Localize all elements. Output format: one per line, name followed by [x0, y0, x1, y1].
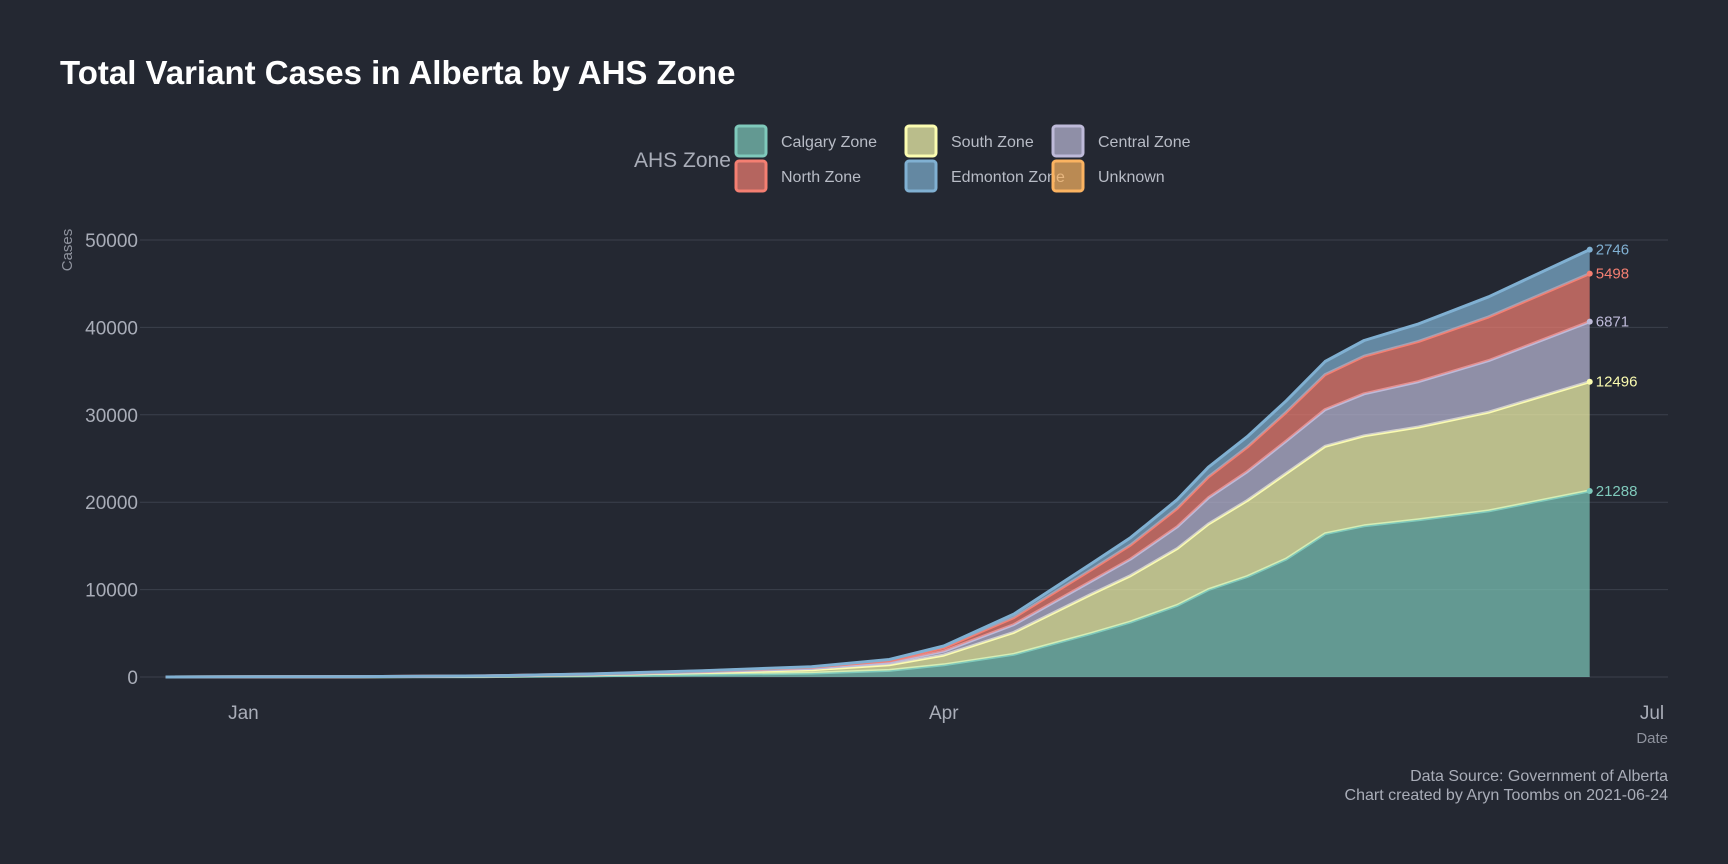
legend-swatch: [734, 124, 768, 158]
y-tick-label: 30000: [85, 406, 138, 427]
x-tick-label: Jan: [228, 703, 259, 724]
end-point: [1586, 378, 1593, 385]
end-labels: 21288 12496 6871 5498 2746: [1586, 242, 1638, 500]
end-label: 21288: [1596, 483, 1638, 500]
legend-swatch: [734, 159, 768, 193]
y-axis: 0 10000 20000 30000 40000 50000: [85, 231, 138, 689]
legend-title: AHS Zone: [634, 149, 731, 172]
caption-source: Data Source: Government of Alberta: [1410, 768, 1668, 785]
x-axis: Jan Apr Jul: [228, 703, 1664, 724]
y-tick-label: 10000: [85, 581, 138, 602]
x-tick-label: Apr: [929, 703, 959, 724]
area-edmonton-zone: [165, 381, 1590, 677]
y-tick-label: 0: [127, 668, 138, 689]
legend-swatch: [904, 124, 938, 158]
legend-entry: Central Zone: [1098, 134, 1191, 151]
caption-credit: Chart created by Aryn Toombs on 2021-06-…: [1345, 787, 1669, 804]
area-series: [165, 248, 1591, 679]
legend-entry: South Zone: [951, 134, 1034, 151]
legend-swatch: [1051, 124, 1085, 158]
end-label: 5498: [1596, 266, 1629, 283]
end-label: 6871: [1596, 314, 1629, 331]
legend-swatch: [1051, 159, 1085, 193]
legend-entry: Calgary Zone: [781, 134, 877, 151]
x-tick-label: Jul: [1640, 703, 1664, 724]
end-point: [1586, 246, 1593, 253]
y-tick-label: 40000: [85, 318, 138, 339]
end-label: 2746: [1596, 242, 1629, 259]
end-point: [1586, 270, 1593, 277]
end-label: 12496: [1596, 374, 1638, 391]
y-tick-label: 50000: [85, 231, 138, 252]
y-tick-label: 20000: [85, 493, 138, 514]
legend-entry: Unknown: [1098, 169, 1165, 186]
y-axis-title: Cases: [59, 229, 76, 272]
end-point: [1586, 318, 1593, 325]
x-axis-title: Date: [1636, 730, 1668, 747]
chart-title: Total Variant Cases in Alberta by AHS Zo…: [60, 54, 735, 91]
legend-swatch: [904, 159, 938, 193]
end-point: [1586, 487, 1593, 494]
line-south-zone: [165, 248, 1591, 679]
area-calgary-zone: [165, 490, 1590, 677]
legend-entry: North Zone: [781, 169, 861, 186]
legend: AHS Zone Calgary Zone South Zone Central Z…: [634, 124, 1191, 193]
legend-entry: Edmonton Zone: [951, 169, 1065, 186]
